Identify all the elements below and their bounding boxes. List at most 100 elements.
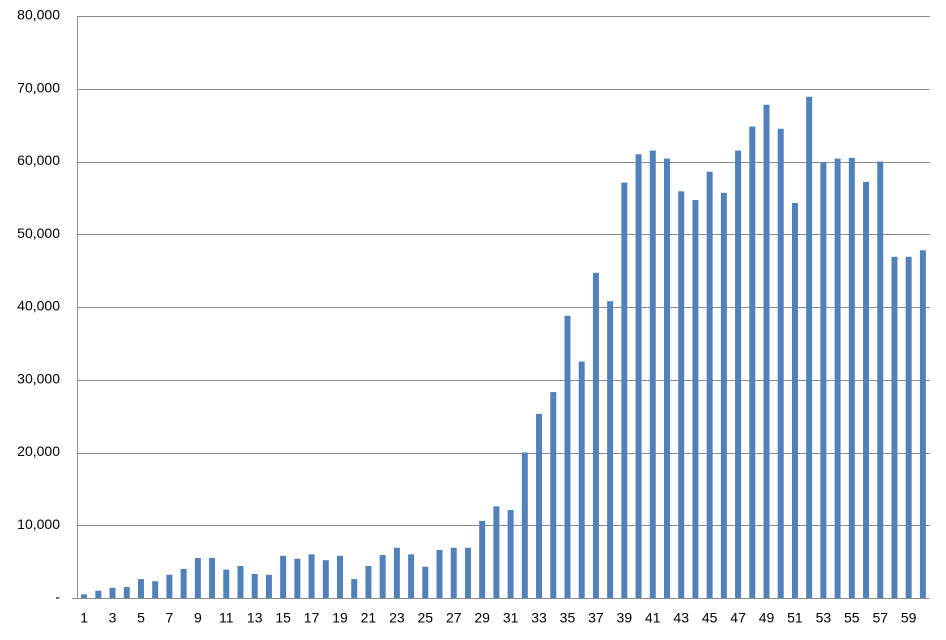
bar: [379, 555, 386, 598]
bar: [308, 554, 315, 598]
bar: [621, 182, 628, 598]
x-tick-label: 17: [304, 610, 320, 626]
x-tick-label: 5: [137, 610, 145, 626]
bar: [564, 315, 571, 598]
bar: [322, 560, 329, 598]
bar: [180, 568, 187, 598]
bar: [280, 555, 287, 598]
x-tick-label: 33: [531, 610, 547, 626]
x-tick-label: 35: [560, 610, 576, 626]
x-tick-label: 23: [389, 610, 405, 626]
x-tick-label: 15: [275, 610, 291, 626]
x-tick-label: 7: [166, 610, 174, 626]
bar: [706, 171, 713, 598]
bar: [763, 104, 770, 598]
bar: [393, 547, 400, 598]
x-tick-label: 31: [503, 610, 519, 626]
x-tick-label: 59: [901, 610, 917, 626]
bar: [137, 579, 144, 598]
bar: [791, 202, 798, 598]
y-tick-label: 10,000: [17, 516, 60, 532]
bar: [806, 96, 813, 598]
bar: [550, 392, 557, 598]
bar: [905, 256, 912, 598]
bar: [877, 161, 884, 598]
x-tick-label: 29: [474, 610, 490, 626]
bar: [834, 158, 841, 598]
bar: [351, 579, 358, 598]
y-tick-label: 60,000: [17, 152, 60, 168]
y-tick-label: 30,000: [17, 370, 60, 386]
x-tick-label: 39: [617, 610, 633, 626]
bar: [251, 573, 258, 598]
bar: [692, 200, 699, 598]
bar: [592, 272, 599, 598]
bar: [891, 256, 898, 598]
bar: [863, 181, 870, 598]
bar: [81, 594, 88, 598]
x-tick-label: 21: [361, 610, 377, 626]
x-tick-label: 3: [109, 610, 117, 626]
x-tick-label: 19: [332, 610, 348, 626]
x-tick-label: 27: [446, 610, 462, 626]
bar: [209, 557, 216, 598]
y-tick-label: 40,000: [17, 298, 60, 314]
bar: [123, 587, 130, 598]
x-tick-label: 9: [194, 610, 202, 626]
bar: [223, 569, 230, 598]
bar: [109, 587, 116, 598]
bar: [493, 506, 500, 598]
bar: [408, 554, 415, 598]
bar: [649, 150, 656, 598]
x-tick-label: 13: [247, 610, 263, 626]
bar: [720, 192, 727, 598]
bar: [152, 581, 159, 598]
bar: [521, 452, 528, 598]
x-tick-label: 57: [872, 610, 888, 626]
bar: [237, 565, 244, 598]
bar: [464, 547, 471, 598]
bar: [294, 558, 301, 598]
y-tick-label: 70,000: [17, 79, 60, 95]
x-tick-label: 41: [645, 610, 661, 626]
y-tick-label: 80,000: [17, 7, 60, 23]
x-tick-label: 55: [844, 610, 860, 626]
bar: [777, 128, 784, 598]
bar: [265, 574, 272, 598]
bar: [578, 361, 585, 598]
bar: [436, 549, 443, 598]
bar: [820, 162, 827, 599]
bar: [479, 520, 486, 598]
x-tick-label: 11: [219, 610, 234, 626]
bar: [607, 301, 614, 598]
bar: [95, 590, 102, 598]
y-tick-label: -: [55, 589, 60, 605]
x-tick-label: 43: [673, 610, 689, 626]
x-tick-label: 51: [787, 610, 803, 626]
x-tick-label: 45: [702, 610, 718, 626]
bar: [735, 150, 742, 598]
bar: [422, 566, 429, 598]
y-tick-label: 20,000: [17, 443, 60, 459]
x-tick-label: 37: [588, 610, 604, 626]
x-tick-label: 49: [759, 610, 775, 626]
bar: [450, 547, 457, 598]
bar: [507, 509, 514, 598]
bar: [194, 557, 201, 598]
x-tick-label: 53: [816, 610, 832, 626]
bar: [749, 126, 756, 598]
bar: [365, 565, 372, 598]
y-tick-label: 50,000: [17, 225, 60, 241]
bar: [678, 191, 685, 598]
bar: [166, 574, 173, 598]
bar: [919, 250, 926, 598]
bar: [536, 413, 543, 598]
bar: [664, 158, 670, 598]
x-tick-label: 47: [730, 610, 746, 626]
bar: [848, 157, 855, 599]
bar: [337, 555, 343, 598]
x-tick-label: 1: [80, 610, 88, 626]
x-tick-label: 25: [418, 610, 434, 626]
bar: [635, 154, 642, 598]
